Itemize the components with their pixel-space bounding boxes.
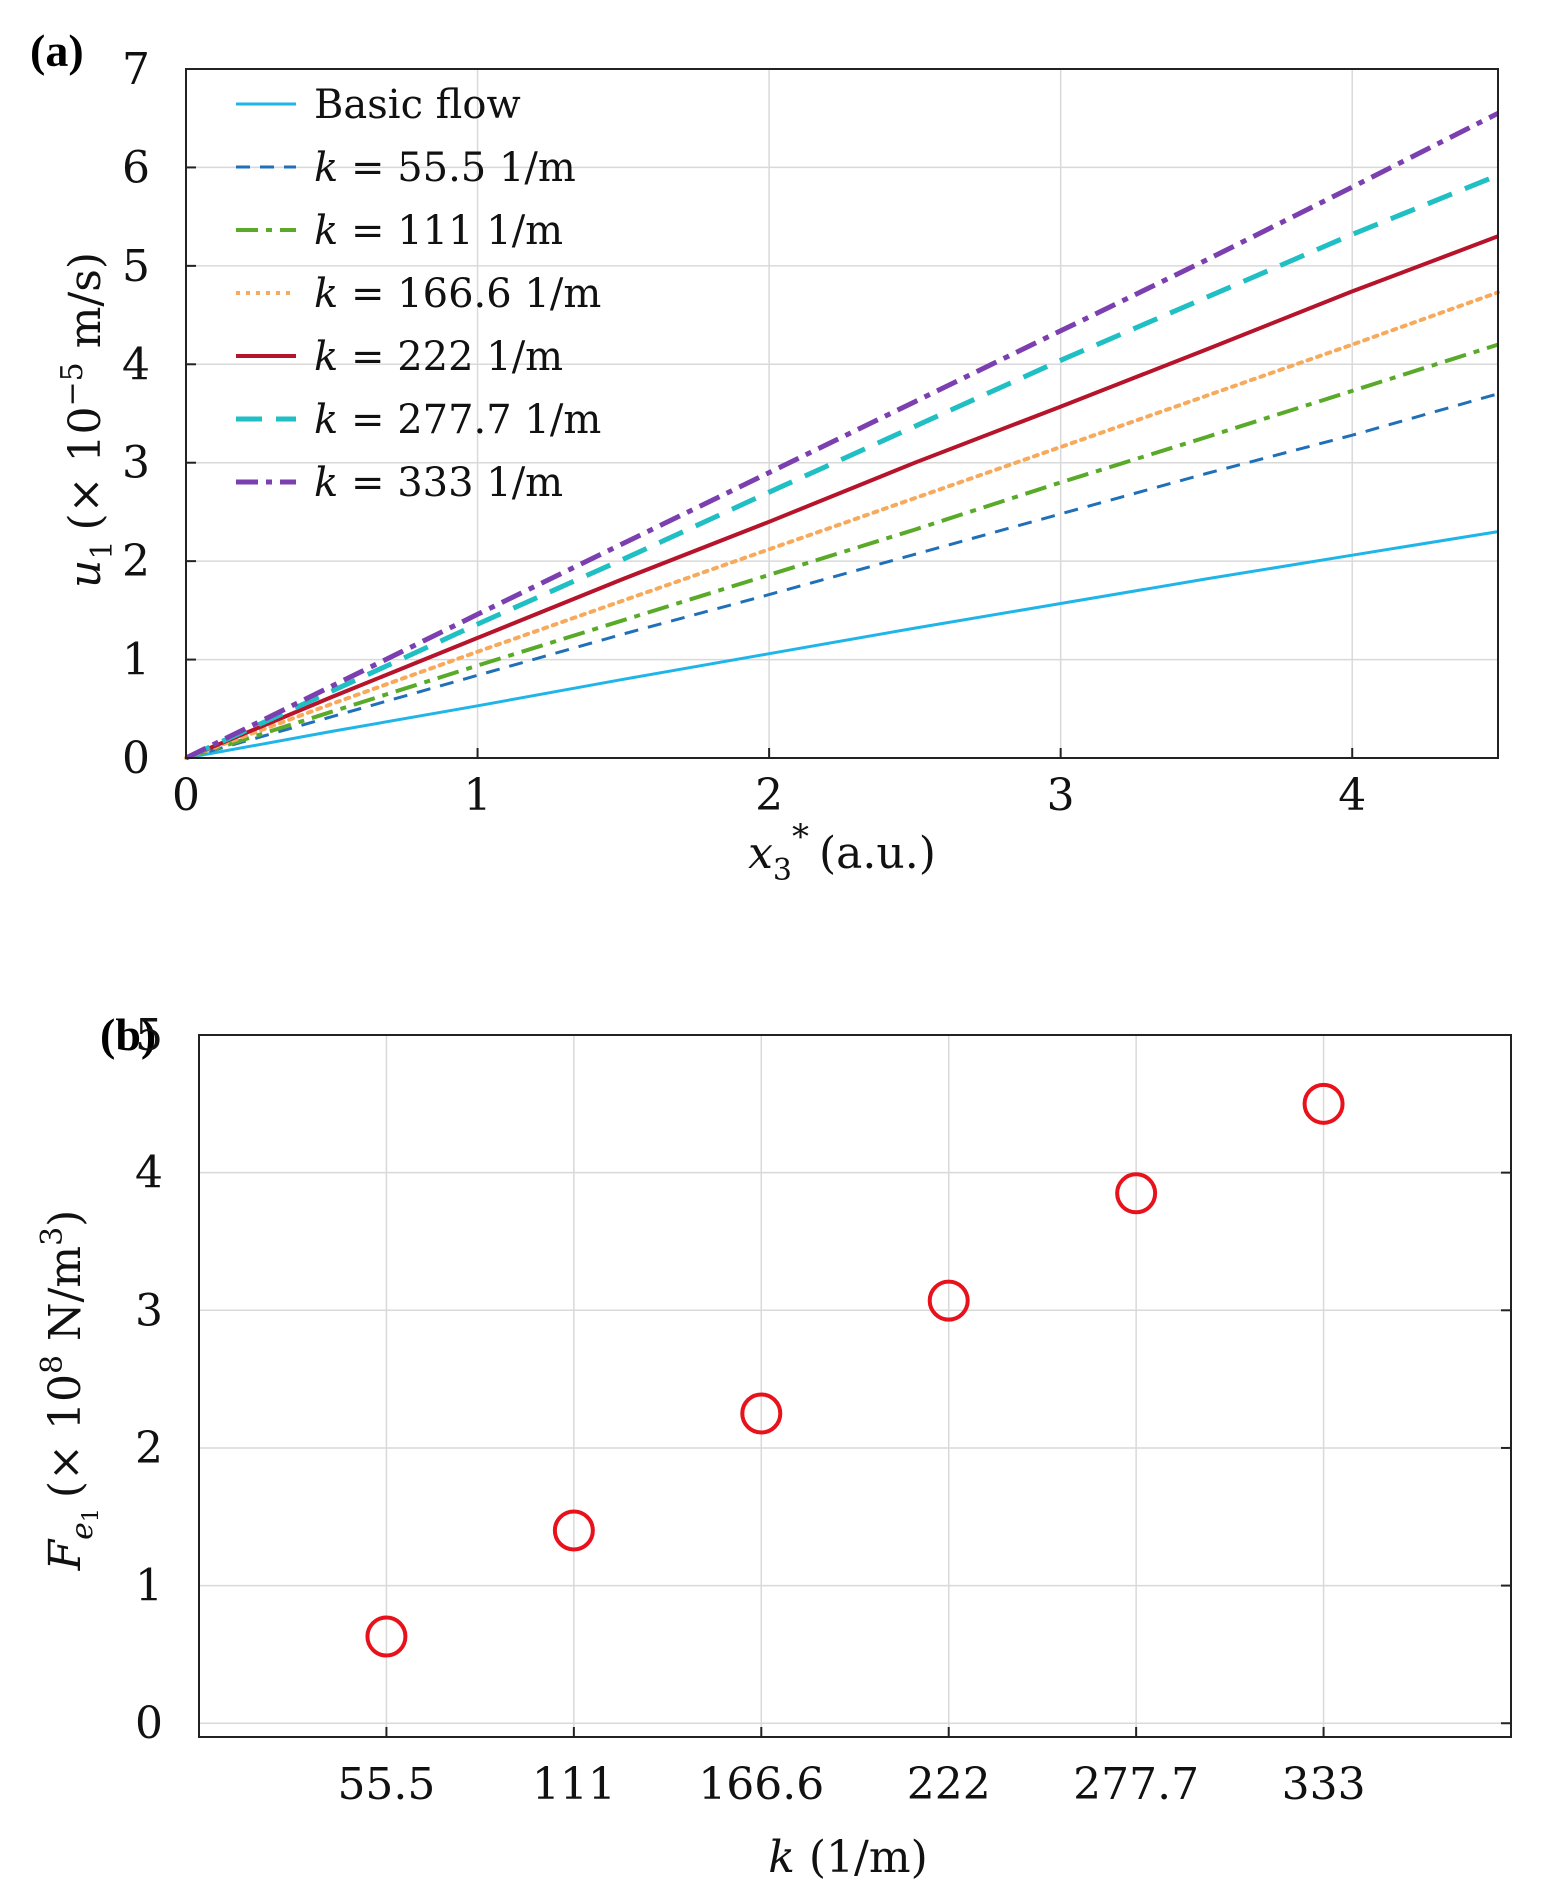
series-line-1 [185, 392, 1499, 760]
panel-b-xlabel: k (1/m) [768, 1832, 928, 1883]
legend-label-1: k = 55.5 1/m [314, 145, 576, 191]
scatter-point-5 [1302, 1082, 1345, 1125]
panel-a-y-tick-label: 6 [122, 142, 150, 193]
panel-a-label: (a) [30, 25, 84, 76]
panel-a-x-tick-label: 2 [755, 770, 783, 821]
panel-a-y-tick-label: 3 [122, 438, 150, 489]
panel-a-y-ticks: 0 1 2 3 4 5 6 7 [122, 44, 196, 784]
panel-a-y-tick-label: 5 [122, 241, 150, 292]
panel-a-y-tick-label: 7 [122, 44, 150, 95]
legend-label-text: = 333 1/m [338, 460, 563, 506]
panel-b-y-tick-label: 1 [135, 1561, 163, 1612]
panel-a-ylabel: u1 (× 10−5 m/s) [55, 252, 120, 588]
panel-a-y-tick-label: 2 [122, 536, 150, 587]
panel-b-x-tick-label: 277.7 [1073, 1759, 1199, 1810]
panel-a-x-tick-label: 0 [172, 770, 200, 821]
panel-b-y-tick-label: 3 [135, 1285, 163, 1336]
legend-label-text: Basic flow [314, 82, 521, 128]
panel-a-series [184, 111, 1500, 761]
legend-label-text: = 111 1/m [338, 208, 563, 254]
legend-label-var: k [314, 397, 338, 443]
legend-label-text: = 55.5 1/m [338, 145, 576, 191]
panel-b-ylabel-exp: 8 [35, 1355, 70, 1374]
panel-a-y-tick-label: 1 [122, 635, 150, 686]
legend-label-text: = 222 1/m [338, 334, 563, 380]
legend-label-3: k = 166.6 1/m [314, 271, 601, 317]
scatter-point-4 [1115, 1172, 1158, 1215]
panel-a-xlabel-sub: 3 [773, 853, 792, 888]
panel-b-ylabel-subsub: 1 [79, 1508, 104, 1522]
panel-a-xlabel-unit: (a.u.) [819, 828, 936, 879]
scatter-point-2 [740, 1392, 783, 1435]
legend-label-4: k = 222 1/m [314, 334, 563, 380]
legend-label-2: k = 111 1/m [314, 208, 563, 254]
panel-a-ylabel-exp: −5 [55, 362, 90, 406]
scatter-point-0 [365, 1615, 408, 1658]
panel-a-ylabel-var: u [60, 560, 111, 588]
legend-label-0: Basic flow [314, 82, 521, 128]
panel-a-y-tick-label: 0 [122, 733, 150, 784]
panel-b-x-tick-label: 55.5 [337, 1759, 435, 1810]
panel-a-xlabel-sup: * [792, 817, 809, 857]
panel-b-x-tick-label: 333 [1282, 1759, 1366, 1810]
series-line-2 [185, 342, 1499, 760]
panel-b-plot-frame [198, 1034, 1512, 1738]
legend-label-var: k [314, 208, 338, 254]
panel-b-y-ticks: 0 1 2 3 4 5 [135, 1010, 1511, 1749]
panel-b-y-tick-label: 2 [135, 1423, 163, 1474]
panel-b-ylabel-exp2: 3 [35, 1227, 70, 1246]
legend-label-6: k = 333 1/m [314, 460, 563, 506]
panel-a-x-tick-label: 4 [1338, 770, 1366, 821]
legend-label-text: = 277.7 1/m [338, 397, 601, 443]
panel-b-ylabel: Fe1 (× 108 N/m3) [35, 1210, 104, 1572]
panel-a-ylabel-unit: m/s) [60, 252, 111, 362]
panel-b-x-ticks: 55.5 111 166.6 222 277.7 333 [337, 1727, 1366, 1810]
panel-a-x-tick-label: 3 [1047, 770, 1075, 821]
legend-label-text: = 166.6 1/m [338, 271, 601, 317]
legend-label-var: k [314, 145, 338, 191]
legend-label-var: k [314, 271, 338, 317]
panel-a-gridlines [185, 69, 1498, 758]
legend-label-5: k = 277.7 1/m [314, 397, 601, 443]
series-line-3 [184, 290, 1500, 760]
panel-b-xlabel-var: k [768, 1832, 795, 1883]
panel-a-xlabel-var: x [748, 828, 773, 879]
scatter-point-1 [552, 1509, 595, 1552]
scatter-point-3 [927, 1279, 970, 1322]
panel-b-xlabel-unit: (1/m) [795, 1832, 928, 1883]
panel-a-plot-frame [185, 68, 1499, 759]
series-line-4 [185, 234, 1499, 760]
panel-b-y-tick-label: 5 [135, 1010, 163, 1061]
panel-b-ylabel-pre: (× 10 [40, 1374, 91, 1498]
panel-a-xlabel: x3* (a.u.) [748, 817, 936, 888]
panel-a-x-ticks: 0 1 2 3 4 [172, 748, 1366, 821]
panel-b-ylabel-close: ) [40, 1210, 91, 1227]
panel-b-ylabel-var: F [40, 1538, 91, 1571]
panel-a-ylabel-pre: (× 10 [60, 407, 111, 531]
series-line-5 [184, 172, 1499, 761]
panel-b-x-tick-label: 111 [532, 1759, 616, 1810]
panel-b-ylabel-sub: e [65, 1522, 100, 1540]
panel-b: (b) 55.5 111 166.6 222 277.7 333 0 1 2 3 4 5 k (1/… [35, 1009, 1512, 1883]
series-line-0 [185, 530, 1499, 760]
panel-b-y-tick-label: 0 [135, 1698, 163, 1749]
panel-a-x-tick-label: 1 [464, 770, 492, 821]
panel-b-label: (b) [100, 1009, 156, 1060]
panel-b-x-tick-label: 166.6 [698, 1759, 824, 1810]
panel-b-ylabel-unit: N/m [40, 1246, 91, 1355]
panel-b-y-tick-label: 4 [135, 1148, 163, 1199]
legend-label-var: k [314, 334, 338, 380]
panel-b-gridlines [199, 1034, 1511, 1737]
panel-a-y-tick-label: 4 [122, 339, 150, 390]
panel-b-points [365, 1082, 1345, 1658]
panel-a-ylabel-sub: 1 [85, 541, 120, 560]
panel-b-x-tick-label: 222 [907, 1759, 991, 1810]
legend-label-var: k [314, 460, 338, 506]
